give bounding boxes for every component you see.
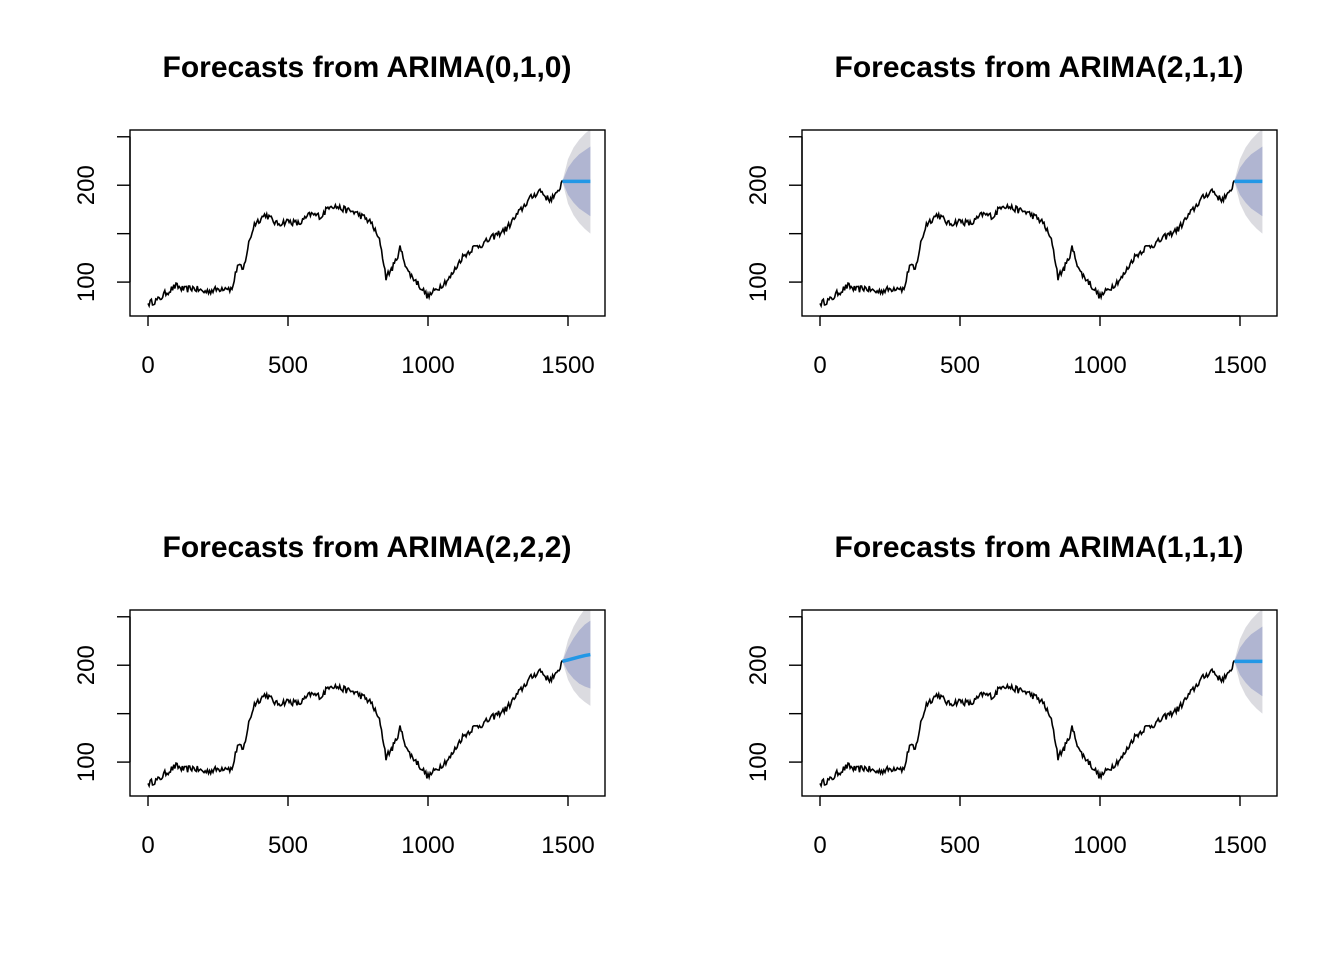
y-axis: 100 200 xyxy=(745,616,803,782)
x-tick-label: 500 xyxy=(268,832,308,859)
x-tick-label: 0 xyxy=(813,352,826,379)
y-tick-label: 200 xyxy=(745,645,772,685)
x-tick-label: 1000 xyxy=(1073,352,1126,379)
y-tick-label: 200 xyxy=(73,165,100,205)
y-tick-label: 100 xyxy=(73,742,100,782)
x-axis: 0 500 1000 1500 xyxy=(141,315,595,379)
y-tick-label: 100 xyxy=(73,262,100,302)
forecast-mean-line xyxy=(561,652,591,664)
chart-panel-2: Forecasts from ARIMA(2,1,1) 0 500 1000 1500 1… xyxy=(745,51,1278,379)
chart-panel-4: Forecasts from ARIMA(1,1,1) 0 500 1000 1500 1… xyxy=(745,531,1278,859)
plot-area xyxy=(147,130,591,309)
y-axis: 100 200 xyxy=(73,136,131,302)
y-tick-label: 200 xyxy=(73,645,100,685)
x-tick-label: 1500 xyxy=(1213,352,1266,379)
x-tick-label: 0 xyxy=(813,832,826,859)
chart-title: Forecasts from ARIMA(1,1,1) xyxy=(835,531,1244,564)
plot-area xyxy=(147,610,591,789)
x-tick-label: 0 xyxy=(141,352,154,379)
x-tick-label: 1000 xyxy=(1073,832,1126,859)
plot-area xyxy=(819,130,1263,309)
y-axis: 100 200 xyxy=(73,616,131,782)
y-tick-label: 100 xyxy=(745,742,772,782)
y-tick-label: 100 xyxy=(745,262,772,302)
history-line xyxy=(147,659,564,789)
chart-title: Forecasts from ARIMA(2,2,2) xyxy=(163,531,572,564)
chart-title: Forecasts from ARIMA(2,1,1) xyxy=(835,51,1244,84)
x-tick-label: 500 xyxy=(268,352,308,379)
history-line xyxy=(819,659,1236,789)
x-tick-label: 1000 xyxy=(401,352,454,379)
x-tick-label: 1500 xyxy=(1213,832,1266,859)
x-tick-label: 0 xyxy=(141,832,154,859)
x-axis: 0 500 1000 1500 xyxy=(813,795,1267,859)
x-axis: 0 500 1000 1500 xyxy=(813,315,1267,379)
chart-title: Forecasts from ARIMA(0,1,0) xyxy=(163,51,572,84)
x-tick-label: 1500 xyxy=(541,832,594,859)
x-tick-label: 1000 xyxy=(401,832,454,859)
x-tick-label: 500 xyxy=(940,352,980,379)
y-tick-label: 200 xyxy=(745,165,772,205)
x-tick-label: 500 xyxy=(940,832,980,859)
y-axis: 100 200 xyxy=(745,136,803,302)
chart-panel-1: Forecasts from ARIMA(0,1,0) 0 500 1000 1500 1… xyxy=(73,51,606,379)
plot-area xyxy=(819,610,1263,789)
history-line xyxy=(147,179,564,309)
x-axis: 0 500 1000 1500 xyxy=(141,795,595,859)
forecast-band-80 xyxy=(562,620,591,689)
history-line xyxy=(819,179,1236,309)
chart-panel-3: Forecasts from ARIMA(2,2,2) 0 500 1000 1500 1… xyxy=(73,531,606,859)
x-tick-label: 1500 xyxy=(541,352,594,379)
